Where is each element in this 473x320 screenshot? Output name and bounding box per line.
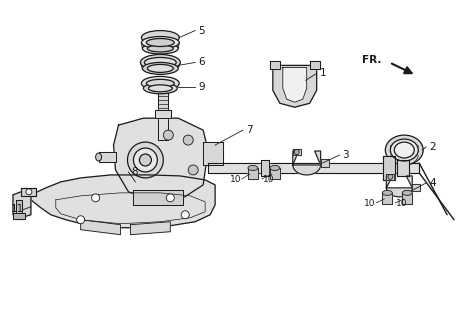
- Text: 10: 10: [263, 175, 274, 184]
- Polygon shape: [31, 175, 215, 228]
- Polygon shape: [293, 151, 321, 175]
- Polygon shape: [158, 93, 168, 140]
- Circle shape: [26, 189, 32, 195]
- Polygon shape: [155, 110, 171, 118]
- Circle shape: [183, 135, 193, 145]
- Ellipse shape: [248, 165, 258, 171]
- Ellipse shape: [148, 45, 173, 52]
- Ellipse shape: [140, 54, 180, 70]
- Text: 11: 11: [11, 204, 24, 214]
- Polygon shape: [386, 174, 394, 180]
- Ellipse shape: [146, 38, 174, 46]
- Text: 4: 4: [429, 178, 436, 188]
- Polygon shape: [402, 193, 412, 204]
- Polygon shape: [270, 168, 280, 179]
- Circle shape: [133, 148, 158, 172]
- Polygon shape: [261, 160, 269, 176]
- Ellipse shape: [394, 142, 414, 158]
- Polygon shape: [13, 192, 31, 218]
- Text: 2: 2: [429, 142, 436, 152]
- Ellipse shape: [141, 36, 179, 49]
- Polygon shape: [321, 159, 329, 167]
- Polygon shape: [382, 193, 392, 204]
- Ellipse shape: [270, 165, 280, 171]
- Circle shape: [188, 165, 198, 175]
- Circle shape: [163, 130, 173, 140]
- Text: 3: 3: [342, 150, 349, 160]
- Text: 7: 7: [246, 125, 253, 135]
- Circle shape: [166, 194, 174, 202]
- Ellipse shape: [382, 190, 392, 195]
- Ellipse shape: [385, 135, 423, 165]
- Ellipse shape: [144, 58, 176, 68]
- Ellipse shape: [142, 43, 178, 54]
- Text: FR.: FR.: [362, 55, 381, 65]
- Ellipse shape: [141, 76, 179, 90]
- Polygon shape: [310, 61, 320, 69]
- Ellipse shape: [143, 83, 177, 94]
- Circle shape: [294, 149, 299, 155]
- Text: 6: 6: [198, 57, 205, 68]
- Polygon shape: [386, 176, 412, 197]
- Polygon shape: [21, 188, 36, 196]
- Polygon shape: [133, 190, 183, 205]
- Polygon shape: [283, 68, 307, 102]
- Text: 5: 5: [198, 26, 205, 36]
- Ellipse shape: [149, 85, 172, 92]
- Ellipse shape: [148, 64, 173, 72]
- Polygon shape: [270, 61, 280, 69]
- Ellipse shape: [96, 153, 102, 161]
- Polygon shape: [397, 160, 409, 176]
- Ellipse shape: [141, 31, 179, 44]
- Circle shape: [128, 142, 163, 178]
- Polygon shape: [208, 163, 419, 173]
- Polygon shape: [293, 149, 301, 155]
- Circle shape: [77, 216, 85, 224]
- Polygon shape: [98, 152, 115, 162]
- Polygon shape: [81, 220, 121, 235]
- Polygon shape: [13, 213, 25, 219]
- Polygon shape: [248, 168, 258, 179]
- Polygon shape: [131, 222, 170, 235]
- Circle shape: [388, 174, 393, 180]
- Ellipse shape: [402, 190, 412, 195]
- Text: 10: 10: [396, 199, 408, 208]
- Polygon shape: [412, 184, 420, 191]
- Polygon shape: [114, 118, 208, 200]
- Text: 1: 1: [320, 68, 326, 78]
- Ellipse shape: [146, 79, 174, 87]
- Ellipse shape: [390, 139, 418, 161]
- Text: 10: 10: [229, 175, 241, 184]
- Polygon shape: [273, 65, 316, 107]
- Circle shape: [92, 194, 100, 202]
- Text: 10: 10: [364, 199, 376, 208]
- Text: 8: 8: [131, 167, 138, 177]
- Ellipse shape: [142, 62, 178, 74]
- Polygon shape: [203, 142, 223, 165]
- Polygon shape: [16, 200, 22, 213]
- Circle shape: [181, 211, 189, 219]
- Circle shape: [140, 154, 151, 166]
- Polygon shape: [383, 156, 395, 180]
- Text: 9: 9: [198, 82, 205, 92]
